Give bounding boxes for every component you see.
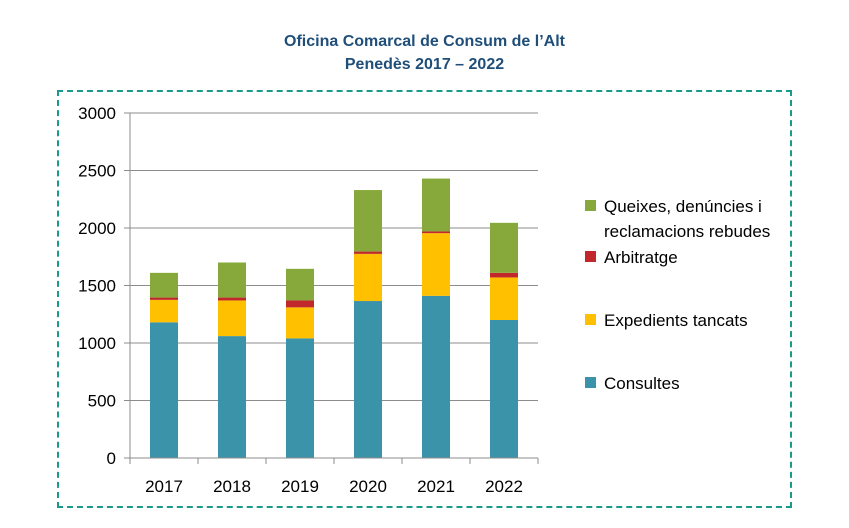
y-tick-label: 1500 xyxy=(78,277,116,296)
bar-segment xyxy=(354,253,382,302)
bar-segment xyxy=(490,320,518,458)
legend-label: Queixes, denúncies i reclamacions rebudes xyxy=(604,197,770,241)
x-axis-tick-labels: 2017 2018 2019 2020 2021 2022 xyxy=(145,477,523,496)
y-tick-label: 1000 xyxy=(78,334,116,353)
bar-segment xyxy=(422,233,450,296)
chart-frame xyxy=(57,90,792,508)
bar-segment xyxy=(218,336,246,458)
bar-segment xyxy=(218,262,246,298)
y-tick-label: 3000 xyxy=(78,104,116,123)
bar-segment xyxy=(422,178,450,232)
legend-label: Expedients tancats xyxy=(604,311,748,330)
bar-segment xyxy=(490,272,518,278)
x-tick-label: 2020 xyxy=(349,477,387,496)
bar-segment xyxy=(150,299,178,323)
bar-segment xyxy=(150,322,178,458)
y-tick-label: 500 xyxy=(88,392,116,411)
bar-segment xyxy=(422,231,450,234)
bar-segment xyxy=(286,300,314,308)
gridlines xyxy=(130,112,538,401)
legend-swatch xyxy=(585,251,596,262)
bar-segment xyxy=(218,297,246,301)
bar-segment xyxy=(286,307,314,339)
bar-segment xyxy=(422,295,450,458)
legend: Queixes, denúncies i reclamacions rebudes… xyxy=(585,197,770,393)
x-tick-label: 2022 xyxy=(485,477,523,496)
bar-segment xyxy=(354,190,382,252)
legend-swatch xyxy=(585,314,596,325)
bar-segment xyxy=(286,338,314,458)
x-tick-label: 2019 xyxy=(281,477,319,496)
legend-swatch xyxy=(585,200,596,211)
chart-title-line-2: Penedès 2017 – 2022 xyxy=(344,56,505,73)
bar-segment xyxy=(286,268,314,301)
chart-title: Oficina Comarcal de Consum de l’Alt Pene… xyxy=(0,30,849,76)
bar-segment xyxy=(490,277,518,320)
x-tick-label: 2021 xyxy=(417,477,455,496)
y-tick-label: 2500 xyxy=(78,162,116,181)
bar-segment xyxy=(150,272,178,298)
y-axis-tick-labels: 0 500 1000 1500 2000 2500 3000 xyxy=(78,104,116,468)
legend-label: Arbitratge xyxy=(604,248,678,267)
bar-segment xyxy=(490,222,518,273)
y-tick-label: 2000 xyxy=(78,219,116,238)
bar-segment xyxy=(218,300,246,337)
axes xyxy=(124,112,539,464)
x-tick-label: 2017 xyxy=(145,477,183,496)
legend-label: Consultes xyxy=(604,374,680,393)
x-tick-label: 2018 xyxy=(213,477,251,496)
bar-segment xyxy=(354,251,382,254)
bar-segment xyxy=(150,297,178,300)
bar-segment xyxy=(354,301,382,458)
bars xyxy=(150,178,518,458)
chart-title-line-1: Oficina Comarcal de Consum de l’Alt xyxy=(284,33,565,50)
legend-swatch xyxy=(585,377,596,388)
y-tick-label: 0 xyxy=(107,449,116,468)
